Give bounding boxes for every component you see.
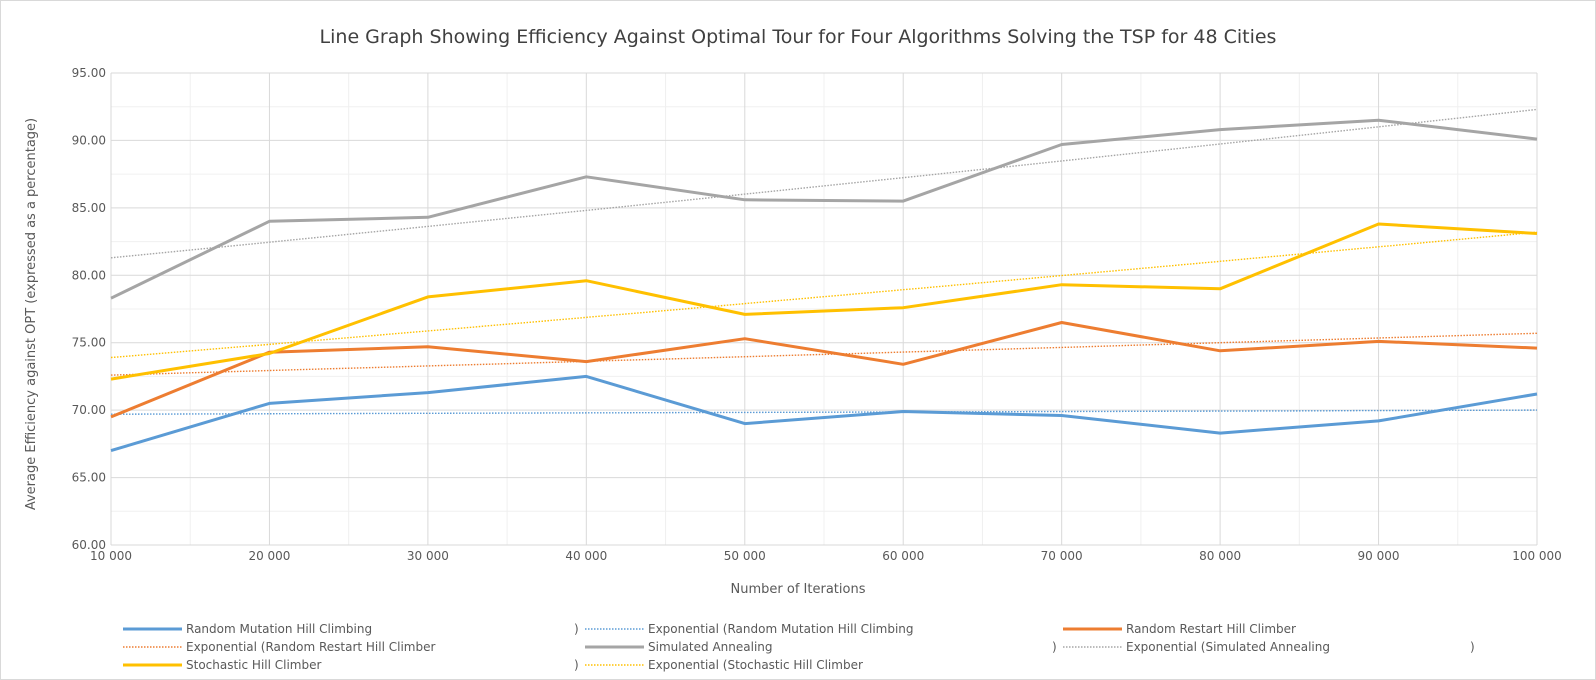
legend-label: Simulated Annealing <box>648 640 773 654</box>
x-tick-label: 60 000 <box>882 549 924 563</box>
series-line <box>110 222 1538 381</box>
x-tick-label: 20 000 <box>248 549 290 563</box>
legend-label-close: ) <box>1470 640 1475 654</box>
x-tick-label: 50 000 <box>724 549 766 563</box>
legend: Random Mutation Hill Climbing Exponential… <box>123 622 1475 672</box>
y-tick-label: 70.00 <box>72 403 106 417</box>
y-tick-label: 90.00 <box>72 133 106 147</box>
x-tick-label: 30 000 <box>407 549 449 563</box>
trendlines <box>110 108 1538 415</box>
series-lines <box>110 118 1538 453</box>
gridlines <box>110 72 1538 546</box>
legend-label: Exponential (Random Mutation Hill Climbi… <box>648 622 914 636</box>
x-tick-label: 40 000 <box>565 549 607 563</box>
x-tick-label: 70 000 <box>1041 549 1083 563</box>
chart-title: Line Graph Showing Efficiency Against Op… <box>320 26 1277 48</box>
legend-label-close: ) <box>574 622 579 636</box>
series-line <box>110 374 1538 453</box>
y-tick-label: 60.00 <box>72 538 106 552</box>
x-tick-label: 100 000 <box>1512 549 1562 563</box>
series-line <box>110 321 1538 419</box>
y-tick-label: 75.00 <box>72 336 106 350</box>
x-axis-ticks: 10 000 20 000 30 000 40 000 50 000 60 000 70 0… <box>90 549 1562 563</box>
legend-label: Exponential (Simulated Annealing <box>1126 640 1330 654</box>
trendline <box>110 231 1538 359</box>
legend-label-close: ) <box>1052 640 1057 654</box>
legend-label-close: ) <box>574 658 579 672</box>
y-axis-ticks: 60.00 65.00 70.00 75.00 80.00 85.00 90.00 95.00 <box>72 66 106 552</box>
trendline <box>110 332 1538 376</box>
x-axis-label: Number of Iterations <box>731 582 866 597</box>
y-tick-label: 65.00 <box>72 471 106 485</box>
x-tick-label: 10 000 <box>90 549 132 563</box>
legend-label: Exponential (Stochastic Hill Climber <box>648 658 863 672</box>
x-tick-label: 90 000 <box>1358 549 1400 563</box>
trendline <box>110 108 1538 259</box>
legend-label: Exponential (Random Restart Hill Climber <box>186 640 435 654</box>
legend-label: Random Restart Hill Climber <box>1126 622 1296 636</box>
y-axis-label: Average Efficiency against OPT (expresse… <box>24 118 39 510</box>
legend-label: Stochastic Hill Climber <box>186 658 322 672</box>
y-tick-label: 80.00 <box>72 268 106 282</box>
trendline <box>110 409 1538 415</box>
x-tick-label: 80 000 <box>1199 549 1241 563</box>
y-tick-label: 85.00 <box>72 201 106 215</box>
series-line <box>110 118 1538 300</box>
legend-label: Random Mutation Hill Climbing <box>186 622 372 636</box>
y-tick-label: 95.00 <box>72 66 106 80</box>
